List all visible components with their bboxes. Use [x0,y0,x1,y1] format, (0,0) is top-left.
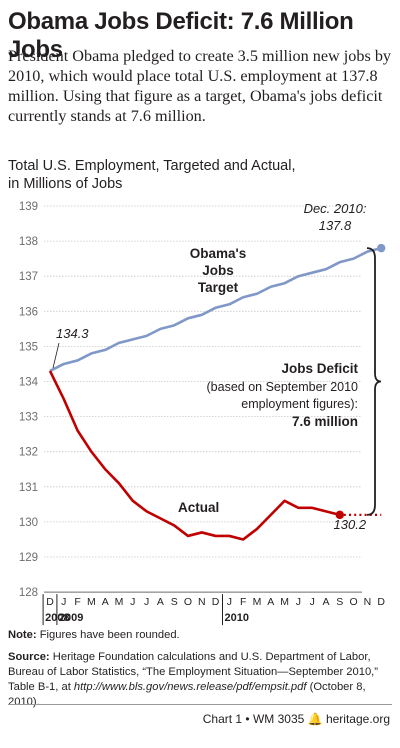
x-tick-label: A [267,596,274,608]
x-tick-label: M [253,596,262,608]
x-tick-label: A [157,596,164,608]
source: Source: Heritage Foundation calculations… [8,650,392,710]
note: Note: Figures have been rounded. [8,628,392,643]
x-tick-label: S [171,596,178,608]
y-tick-label-134: 134 [19,377,39,389]
deficit-note-1: (based on September 2010 [207,380,359,394]
deficit-value: 7.6 million [292,414,358,429]
x-tick-label: N [198,596,206,608]
y-tick-label-128: 128 [19,587,38,599]
footer-rule [8,704,392,705]
year-label-2010: 2010 [225,612,249,624]
target-series-line [49,246,382,373]
chart-title: Total U.S. Employment, Targeted and Actu… [8,157,392,193]
y-tick-label-136: 136 [19,306,38,318]
deficit-title: Jobs Deficit [281,361,358,376]
y-tick-label-138: 138 [19,236,38,248]
target-series-label-3: Target [198,280,239,295]
x-tick-label: O [350,596,358,608]
y-tick-label-129: 129 [19,552,38,564]
actual-end-point [335,510,344,520]
target-end-point [377,243,386,253]
source-text: Heritage Foundation calculations and U.S… [8,651,378,693]
actual-end-value: 130.2 [334,517,367,532]
y-tick-label-135: 135 [19,341,38,353]
y-tick-label-131: 131 [19,482,38,494]
x-tick-label: J [130,596,135,608]
target-series-label-1: Obama's [190,246,247,261]
y-tick-label-130: 130 [19,517,38,529]
x-tick-label: J [296,596,301,608]
x-tick-label: D [377,596,385,608]
chart-title-line-1: Total U.S. Employment, Targeted and Actu… [8,158,296,174]
footer: Chart 1 • WM 3035 🔔 heritage.org [0,712,390,726]
end-target-value: 137.8 [319,218,352,233]
x-tick-label: F [74,596,80,608]
source-url[interactable]: http://www.bls.gov/news.release/pdf/emps… [73,681,307,693]
x-tick-label: N [364,596,372,608]
x-tick-label: J [61,596,66,608]
end-target-label: Dec. 2010: [304,201,367,216]
source-label: Source: [8,651,50,663]
x-tick-label: M [115,596,124,608]
actual-series-line [48,370,341,541]
x-tick-label: J [227,596,232,608]
y-tick-label-137: 137 [19,271,38,283]
bell-icon: 🔔 [307,712,323,726]
start-value-label: 134.3 [56,326,89,341]
x-tick-label: A [322,596,329,608]
start-leader-line [52,342,60,369]
x-tick-label: M [87,596,96,608]
y-tick-label-139: 139 [19,201,38,213]
y-tick-label-132: 132 [19,447,38,459]
x-tick-label: D [46,596,54,608]
site-link[interactable]: heritage.org [325,712,390,726]
x-tick-label: D [212,596,220,608]
x-tick-label: M [280,596,289,608]
target-series-label-2: Jobs [202,263,234,278]
x-tick-label: A [102,596,109,608]
deficit-brace [366,247,382,516]
note-label: Note: [8,629,37,641]
y-tick-label-133: 133 [19,412,38,424]
year-label-2009: 2009 [59,612,83,624]
note-text: Figures have been rounded. [36,629,180,641]
page-title: Obama Jobs Deficit: 7.6 Million Jobs [8,8,354,63]
x-tick-label: F [240,596,246,608]
intro-paragraph: President Obama pledged to create 3.5 mi… [8,47,392,125]
deficit-note-2: employment figures): [241,397,358,411]
chart-reference: Chart 1 • WM 3035 [202,712,305,726]
actual-series-label: Actual [178,500,219,515]
chart-title-line-2: in Millions of Jobs [8,176,123,192]
x-tick-label: J [310,596,315,608]
x-tick-label: J [144,596,149,608]
x-tick-label: O [184,596,192,608]
source-date: (October 8, 2010). [8,681,366,708]
x-tick-label: S [336,596,343,608]
